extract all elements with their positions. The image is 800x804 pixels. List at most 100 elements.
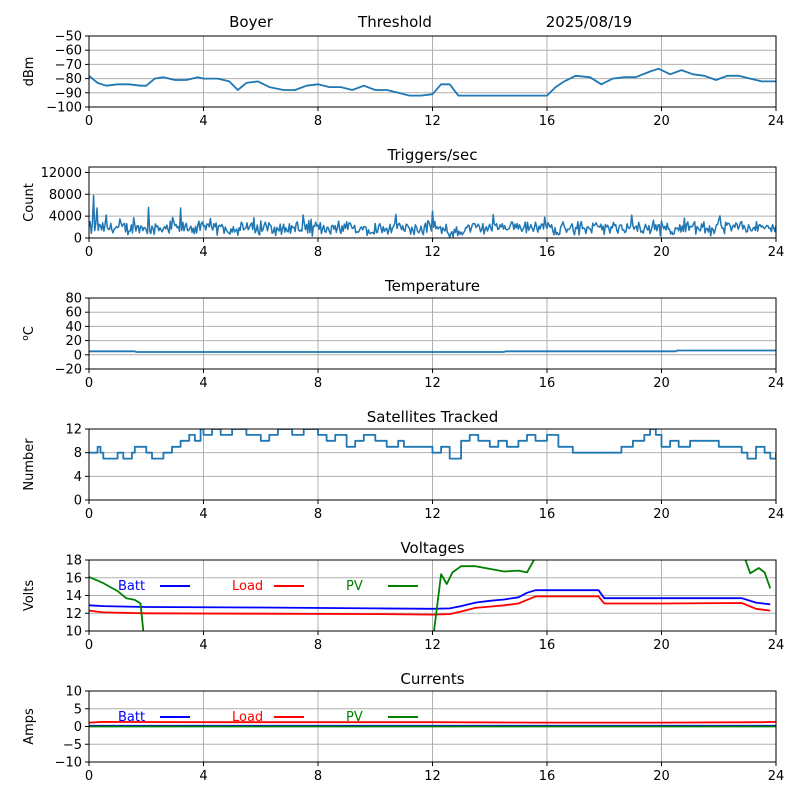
y-tick-label: 60 [65,306,82,321]
y-axis-label: oC [21,326,37,341]
y-tick-label: 16 [65,571,82,586]
x-tick-label: 12 [424,376,441,391]
y-tick-label: 18 [65,554,82,569]
x-tick-label: 20 [653,245,670,260]
x-tick-label: 20 [653,114,670,129]
header-station: Boyer [229,13,274,31]
x-tick-label: 12 [424,507,441,522]
chart-panel-2: 0 4 8 12 16 20 24 0 4000 8000 12000 Triggers/sec Cou… [22,146,784,260]
x-tick-label: 12 [424,114,441,129]
y-tick-label: 0 [74,720,82,735]
x-tick-label: 8 [314,114,322,129]
chart-title: Temperature [384,277,480,295]
y-tick-label: 12000 [41,166,82,181]
x-tick-label: 0 [85,769,93,784]
series-line-load [89,595,771,616]
y-tick-label: 80 [65,292,82,307]
y-tick-label: −10 [55,756,82,771]
x-tick-label: 0 [85,114,93,129]
y-axis-label: Count [22,183,37,222]
y-tick-label: −70 [55,58,82,73]
header-date: 2025/08/19 [546,13,632,31]
chart-panel-5: 0 4 8 12 16 20 24 10 12 14 16 18 Voltages Volts Batt Lo… [22,539,784,653]
x-tick-label: 0 [85,245,93,260]
legend-label-load: Load [232,710,263,725]
y-tick-label: −20 [55,363,82,378]
y-axis-label: Number [22,438,37,491]
x-tick-label: 4 [199,507,207,522]
y-tick-label: 0 [74,494,82,509]
y-tick-label: −50 [55,30,82,45]
y-tick-label: −60 [55,44,82,59]
x-tick-label: 20 [653,769,670,784]
x-tick-label: 16 [539,769,556,784]
x-tick-label: 12 [424,769,441,784]
x-tick-label: 24 [768,114,785,129]
x-tick-label: 24 [768,638,785,653]
y-axis-label: Amps [22,708,37,745]
x-tick-label: 8 [314,376,322,391]
legend-label-batt: Batt [118,710,145,725]
x-tick-label: 4 [199,769,207,784]
x-tick-label: 8 [314,638,322,653]
y-tick-label: 14 [65,589,82,604]
y-tick-label: 0 [74,232,82,247]
x-tick-label: 12 [424,638,441,653]
y-tick-label: 10 [65,685,82,700]
x-tick-label: 16 [539,376,556,391]
y-tick-label: 10 [65,625,82,640]
x-tick-label: 20 [653,638,670,653]
header-label: Threshold [357,13,432,31]
x-tick-label: 0 [85,376,93,391]
y-tick-label: 4 [74,470,82,485]
y-tick-label: 12 [65,423,82,438]
x-tick-label: 8 [314,769,322,784]
y-tick-label: 12 [65,607,82,622]
y-tick-label: 8000 [49,188,82,203]
series-line-0 [89,349,776,353]
x-tick-label: 24 [768,376,785,391]
x-tick-label: 24 [768,769,785,784]
y-tick-label: −100 [46,101,82,116]
x-tick-label: 4 [199,114,207,129]
x-tick-label: 24 [768,245,785,260]
y-axis-label: Volts [22,580,37,612]
x-tick-label: 8 [314,507,322,522]
series-line-0 [89,67,776,97]
chart-panel-4: 0 4 8 12 16 20 24 0 4 8 12 Satellites Tracked Number [22,408,784,522]
y-tick-label: 4000 [49,210,82,225]
x-tick-label: 16 [539,638,556,653]
y-tick-label: 5 [74,702,82,717]
x-tick-label: 20 [653,507,670,522]
series-line-0 [89,194,776,238]
x-tick-label: 4 [199,638,207,653]
y-axis-label: dBm [22,57,37,87]
y-tick-label: 0 [74,348,82,363]
series-line-0 [89,429,776,460]
x-tick-label: 0 [85,507,93,522]
legend-label-load: Load [232,579,263,594]
x-tick-label: 4 [199,376,207,391]
x-tick-label: 4 [199,245,207,260]
x-tick-label: 8 [314,245,322,260]
chart-title: Satellites Tracked [367,408,498,426]
x-tick-label: 16 [539,507,556,522]
y-tick-label: −80 [55,72,82,87]
series-line-pv [89,560,772,631]
chart-panel-1: 0 4 8 12 16 20 24 −100−90−80−70−60−50 dBm [22,30,784,130]
x-tick-label: 20 [653,376,670,391]
x-tick-label: 0 [85,638,93,653]
series-line-load [89,721,776,724]
series-line-batt [89,589,771,610]
y-tick-label: 8 [74,446,82,461]
y-tick-label: −5 [63,738,82,753]
x-tick-label: 12 [424,245,441,260]
unit-c: C [22,326,37,335]
x-tick-label: 16 [539,245,556,260]
x-tick-label: 24 [768,507,785,522]
y-tick-label: −90 [55,86,82,101]
degree-superscript: o [21,335,31,341]
legend-label-pv: PV [346,579,363,594]
